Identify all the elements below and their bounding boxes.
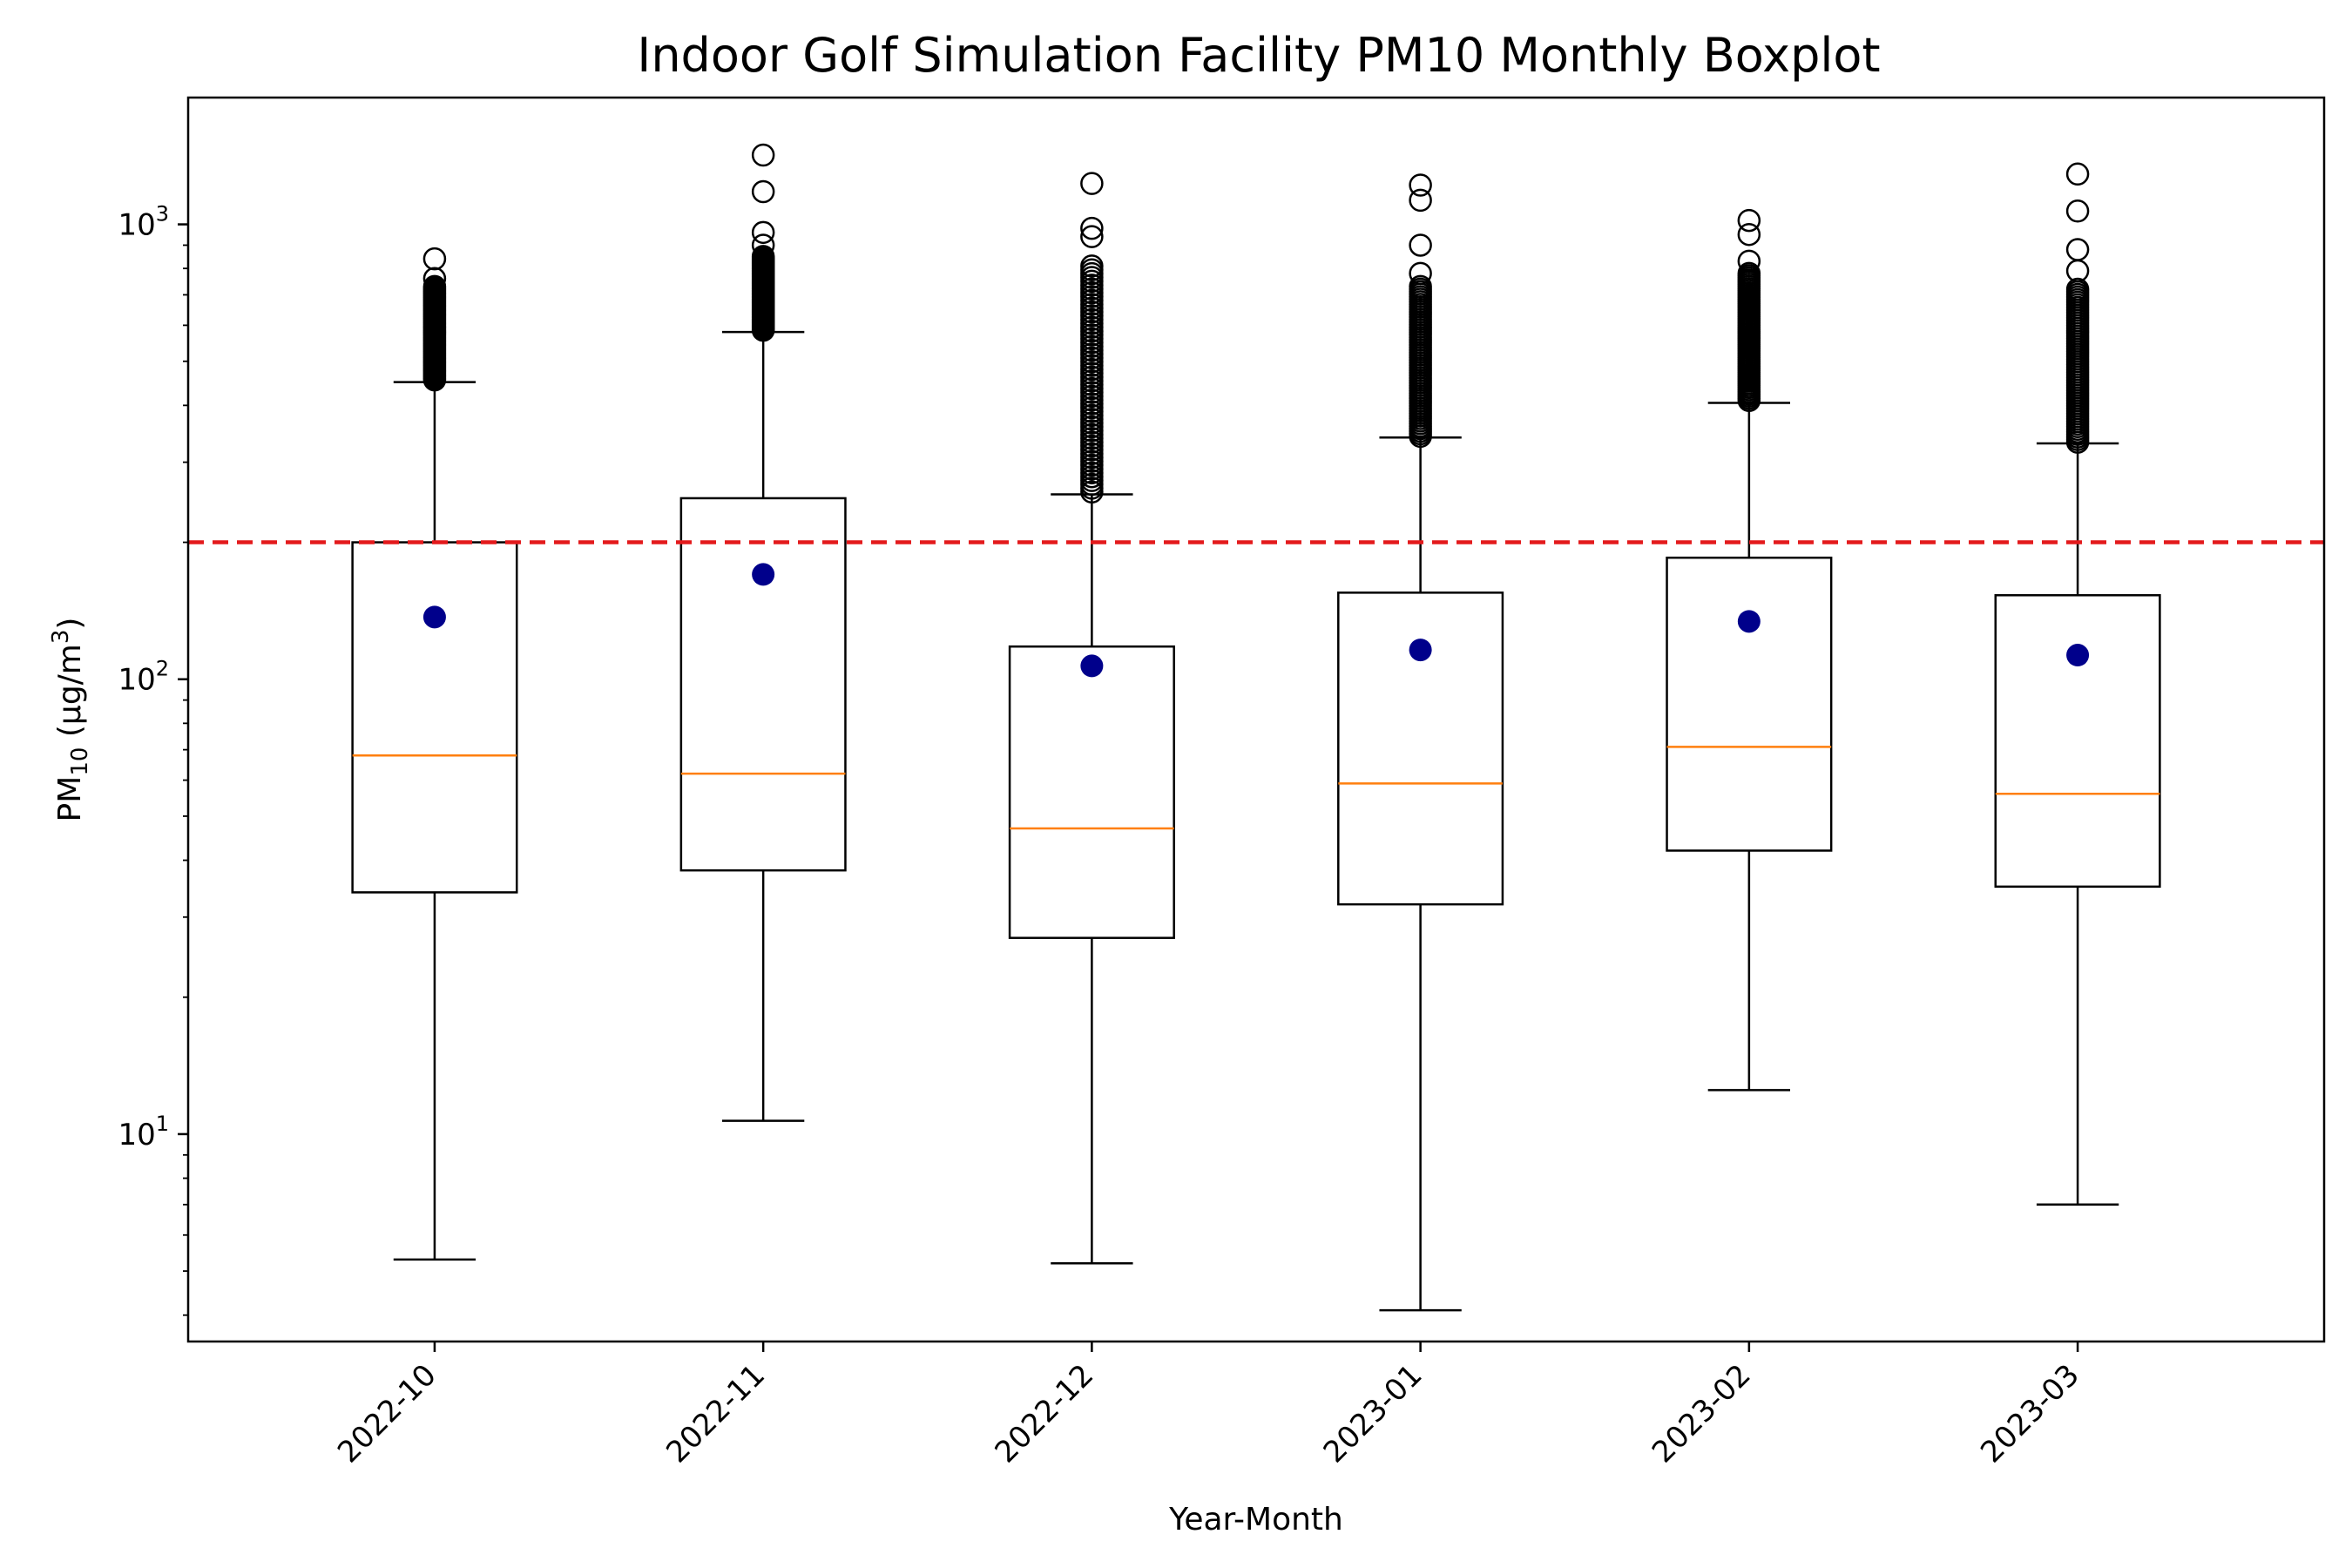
plot-area: [188, 143, 2324, 1312]
box-iqr: [1008, 645, 1175, 939]
box-group-2023-02: [1666, 208, 1833, 1092]
outlier-point: [1737, 249, 1761, 274]
y-tick-exponent: 2: [156, 657, 169, 681]
outlier-point: [1080, 254, 1104, 278]
mean-marker: [1737, 610, 1761, 633]
outlier-point: [1409, 233, 1432, 257]
outlier-point: [2065, 238, 2090, 261]
box-group-2023-01: [1337, 173, 1504, 1312]
outlier-point: [1409, 173, 1432, 197]
box-iqr: [1666, 556, 1833, 852]
outlier-point: [751, 233, 775, 257]
y-axis-label-superscript: 3: [48, 630, 74, 645]
y-axis-label-close: ): [52, 618, 88, 630]
mean-marker: [2066, 644, 2090, 667]
chart-title: Indoor Golf Simulation Facility PM10 Mon…: [637, 28, 1880, 83]
outlier-point: [1080, 172, 1104, 195]
outlier-point: [422, 247, 447, 271]
outlier-point: [1409, 274, 1432, 299]
mean-marker: [1080, 654, 1104, 678]
y-tick-exponent: 3: [156, 202, 169, 226]
outlier-point: [751, 220, 775, 245]
y-axis-label: PM10 (μg/m3): [48, 618, 93, 822]
mean-marker: [1409, 639, 1432, 662]
box-group-2022-10: [351, 247, 518, 1261]
outlier-point: [1737, 208, 1761, 233]
box-iqr: [679, 497, 847, 872]
y-axis-label-unit: (μg/m: [52, 644, 88, 747]
outlier-point: [1080, 216, 1104, 240]
outlier-point: [2065, 162, 2090, 186]
mean-marker: [422, 605, 446, 629]
y-tick-base: 10: [118, 663, 155, 698]
y-tick-base: 10: [118, 208, 155, 243]
outlier-point: [1080, 225, 1104, 248]
outlier-point: [751, 179, 775, 204]
box-iqr: [1994, 594, 2161, 889]
outlier-point: [2065, 277, 2090, 301]
outlier-point: [422, 274, 447, 299]
y-axis-label-base: PM: [52, 776, 88, 822]
outlier-point: [422, 267, 447, 291]
box-group-2022-12: [1008, 172, 1175, 1265]
y-tick-exponent: 1: [156, 1112, 169, 1136]
y-tick-base: 10: [118, 1118, 155, 1152]
outlier-point: [1409, 261, 1432, 286]
outlier-point: [1737, 261, 1761, 286]
outlier-point: [1737, 222, 1761, 247]
box-iqr: [1337, 591, 1504, 906]
box-group-2023-03: [1994, 162, 2161, 1206]
y-tick-label: 103: [118, 202, 169, 243]
y-tick-label: 101: [118, 1112, 169, 1152]
plot-frame: [186, 96, 2326, 1343]
outlier-point: [2065, 199, 2090, 223]
x-axis-label: Year-Month: [1168, 1502, 1343, 1538]
y-tick-label: 102: [118, 657, 169, 698]
box-group-2022-11: [679, 143, 847, 1122]
y-axis-label-subscript: 10: [67, 747, 93, 776]
outlier-point: [751, 245, 775, 268]
outlier-point: [1409, 188, 1432, 213]
outlier-point: [751, 143, 775, 167]
mean-marker: [752, 563, 775, 586]
